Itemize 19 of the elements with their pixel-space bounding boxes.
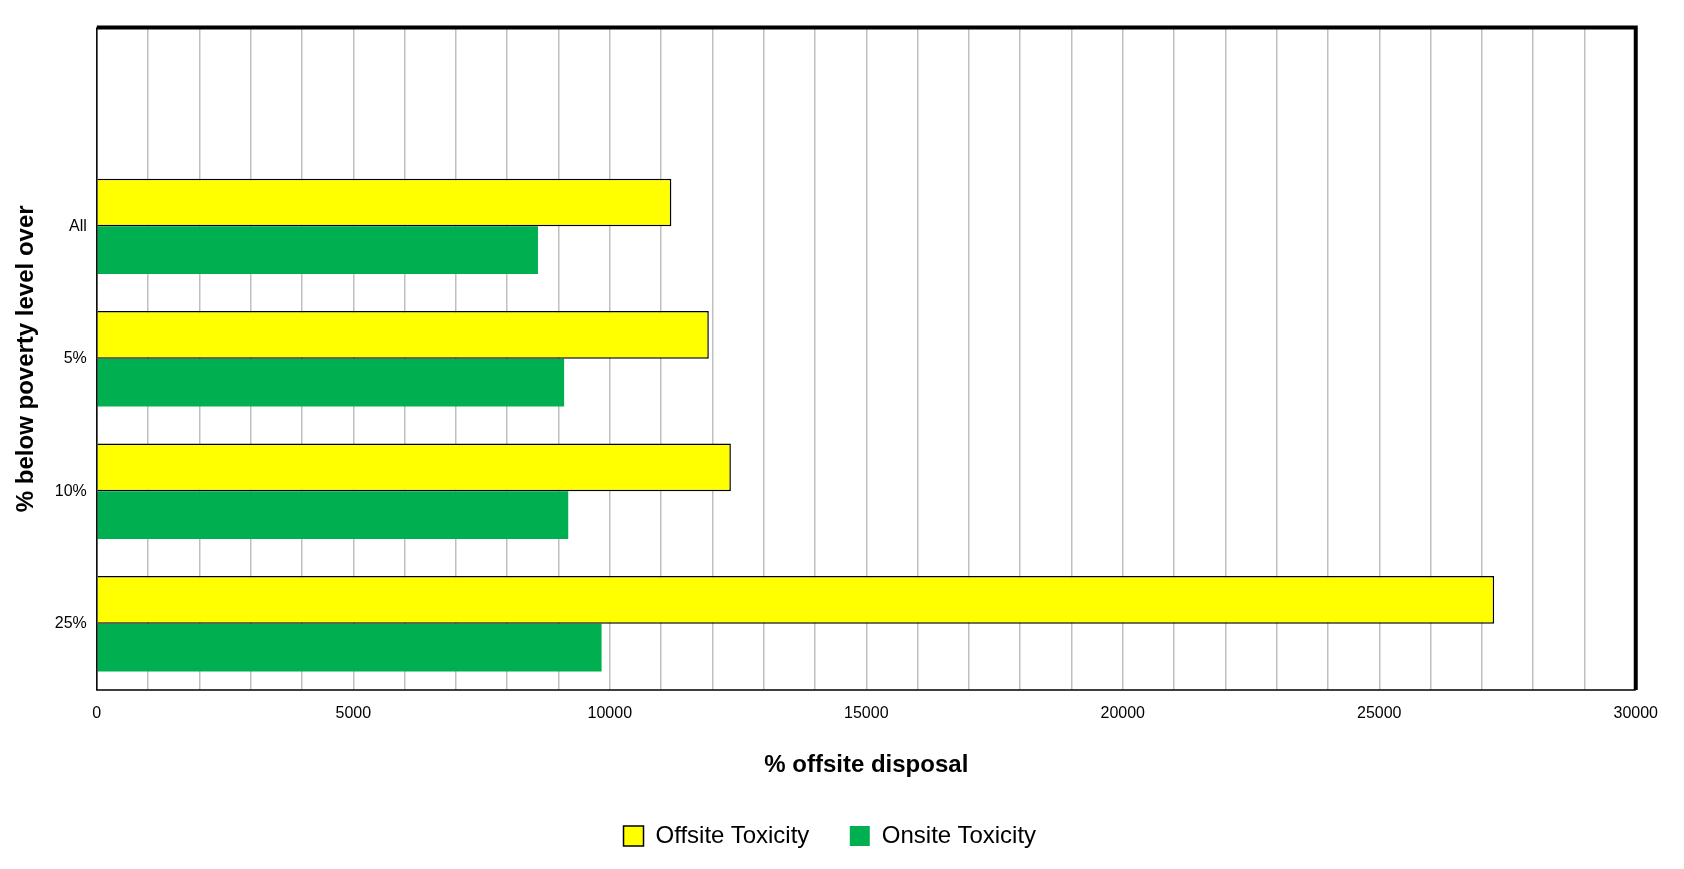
bar: [97, 491, 569, 539]
legend-label: Onsite Toxicity: [881, 820, 1037, 848]
y-tick-label: 5%: [63, 349, 87, 367]
y-axis-title: % below poverty level over: [11, 205, 39, 513]
legend-label: Offsite Toxicity: [655, 820, 810, 848]
x-axis-title: % offsite disposal: [764, 750, 969, 778]
bar: [97, 623, 602, 672]
x-tick-label: 15000: [844, 704, 889, 722]
y-tick-label: 10%: [54, 481, 87, 499]
x-tick-label: 10000: [587, 704, 633, 722]
y-tick-label: 25%: [54, 614, 87, 632]
x-tick-label: 25000: [1357, 704, 1402, 722]
x-tick-label: 30000: [1613, 704, 1659, 722]
x-tick-label: 5000: [335, 704, 372, 722]
bar: [97, 358, 565, 407]
y-tick-label: All: [69, 216, 87, 234]
x-tick-label: 20000: [1100, 704, 1146, 722]
bar: [97, 226, 538, 275]
x-tick-label: 0: [92, 704, 102, 722]
